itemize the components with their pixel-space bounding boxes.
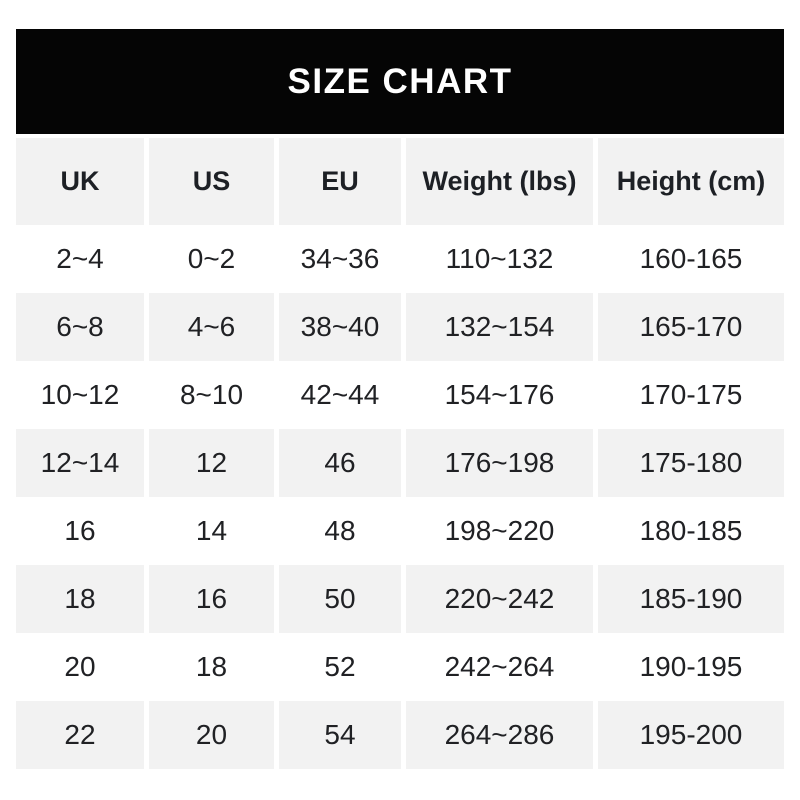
table-cell: 52 <box>279 633 401 701</box>
column-header-weight-lbs: Weight (lbs) <box>406 138 593 225</box>
column-header-eu: EU <box>279 138 401 225</box>
table-cell: 154~176 <box>406 361 593 429</box>
table-cell: 2~4 <box>16 225 144 293</box>
table-cell: 14 <box>149 497 274 565</box>
table-cell: 16 <box>16 497 144 565</box>
table-cell: 16 <box>149 565 274 633</box>
table-cell: 20 <box>16 633 144 701</box>
page-title: SIZE CHART <box>287 61 513 101</box>
table-cell: 18 <box>149 633 274 701</box>
column-header-us: US <box>149 138 274 225</box>
size-chart-banner: SIZE CHART <box>16 29 784 134</box>
table-cell: 190-195 <box>598 633 784 701</box>
table-cell: 54 <box>279 701 401 769</box>
table-cell: 50 <box>279 565 401 633</box>
table-cell: 12 <box>149 429 274 497</box>
table-cell: 10~12 <box>16 361 144 429</box>
table-cell: 22 <box>16 701 144 769</box>
table-cell: 38~40 <box>279 293 401 361</box>
table-cell: 0~2 <box>149 225 274 293</box>
size-table: UK US EU Weight (lbs) Height (cm) 2~4 0~2 34~36… <box>16 138 784 769</box>
table-cell: 6~8 <box>16 293 144 361</box>
table-cell: 20 <box>149 701 274 769</box>
column-header-uk: UK <box>16 138 144 225</box>
table-cell: 185-190 <box>598 565 784 633</box>
table-cell: 220~242 <box>406 565 593 633</box>
table-cell: 4~6 <box>149 293 274 361</box>
table-cell: 132~154 <box>406 293 593 361</box>
table-cell: 42~44 <box>279 361 401 429</box>
table-cell: 264~286 <box>406 701 593 769</box>
table-cell: 198~220 <box>406 497 593 565</box>
table-cell: 170-175 <box>598 361 784 429</box>
table-cell: 34~36 <box>279 225 401 293</box>
table-cell: 48 <box>279 497 401 565</box>
table-cell: 180-185 <box>598 497 784 565</box>
table-cell: 12~14 <box>16 429 144 497</box>
table-cell: 165-170 <box>598 293 784 361</box>
table-cell: 46 <box>279 429 401 497</box>
table-cell: 242~264 <box>406 633 593 701</box>
table-cell: 110~132 <box>406 225 593 293</box>
table-cell: 175-180 <box>598 429 784 497</box>
table-cell: 176~198 <box>406 429 593 497</box>
table-cell: 160-165 <box>598 225 784 293</box>
column-header-height-cm: Height (cm) <box>598 138 784 225</box>
table-cell: 8~10 <box>149 361 274 429</box>
table-cell: 18 <box>16 565 144 633</box>
table-cell: 195-200 <box>598 701 784 769</box>
